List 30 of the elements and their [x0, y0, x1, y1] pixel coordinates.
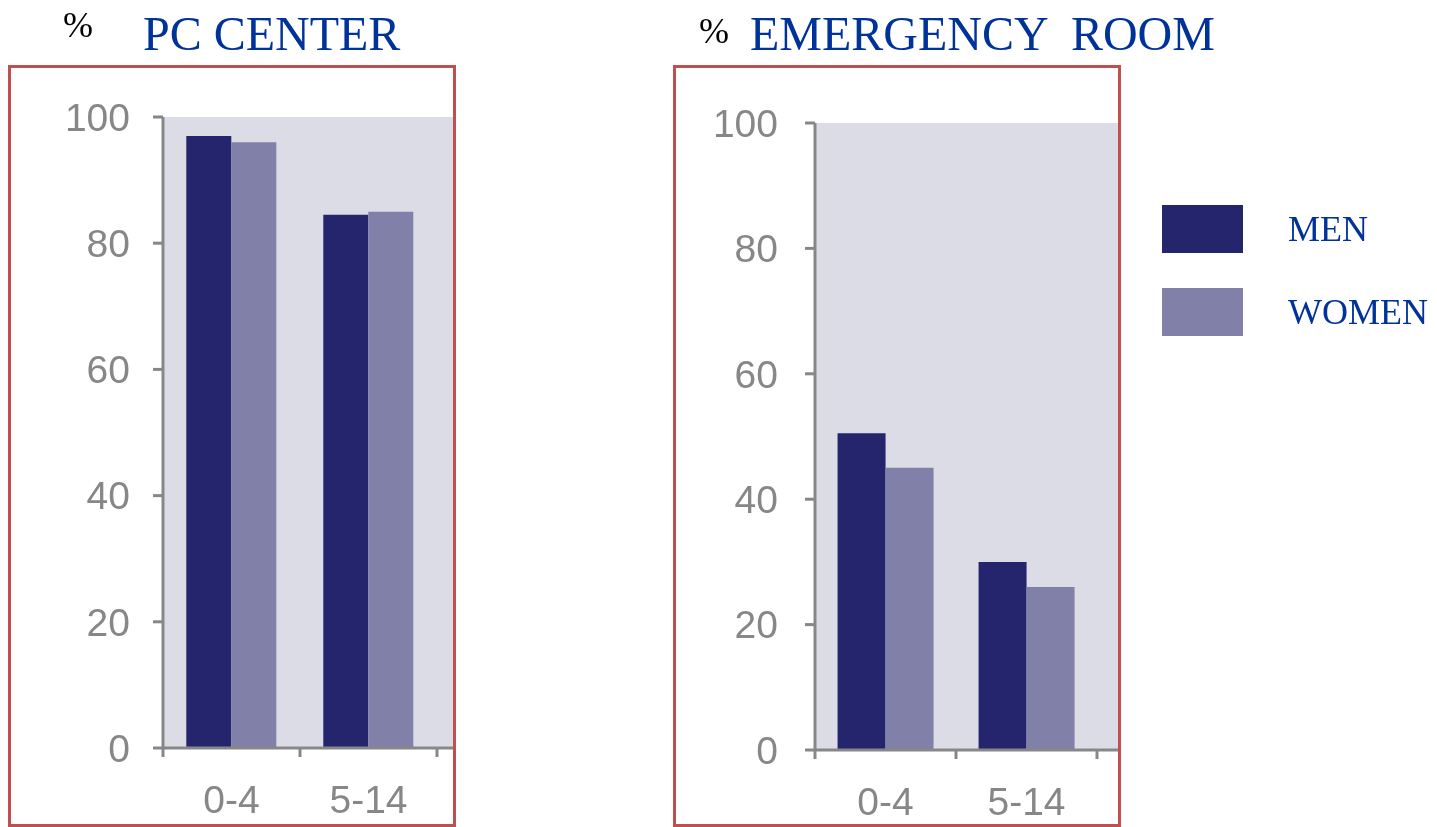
y-tick-label: 100: [64, 95, 130, 139]
bar: [978, 561, 1027, 750]
bar: [323, 214, 369, 748]
legend-label: MEN: [1288, 209, 1368, 249]
chart-title: EMERGENCY ROOM: [750, 7, 1215, 60]
y-tick-label: 40: [86, 474, 130, 518]
x-tick-label: 5-14: [329, 778, 408, 821]
legend-label: WOMEN: [1288, 292, 1428, 332]
y-tick-label: 0: [108, 726, 130, 770]
y-tick-label: 20: [86, 600, 130, 644]
x-tick-label: 0-4: [203, 778, 260, 821]
bar: [231, 142, 277, 748]
y-axis-title: %: [699, 11, 729, 51]
y-tick-label: 0: [756, 728, 778, 772]
bar: [1026, 586, 1075, 750]
y-tick-label: 60: [86, 348, 130, 392]
bar: [186, 135, 232, 748]
bar: [837, 433, 886, 750]
y-tick-label: 40: [734, 478, 778, 522]
y-tick-label: 80: [86, 222, 130, 266]
y-tick-label: 80: [734, 227, 778, 271]
y-axis-title: %: [63, 5, 93, 45]
bar: [368, 211, 414, 748]
y-tick-label: 100: [712, 101, 778, 145]
y-tick-label: 20: [734, 603, 778, 647]
bar: [885, 467, 934, 750]
y-tick-label: 60: [734, 352, 778, 396]
x-tick-label: 0-4: [857, 780, 914, 823]
x-tick-label: 5-14: [987, 780, 1066, 823]
chart-title: PC CENTER: [143, 7, 401, 60]
